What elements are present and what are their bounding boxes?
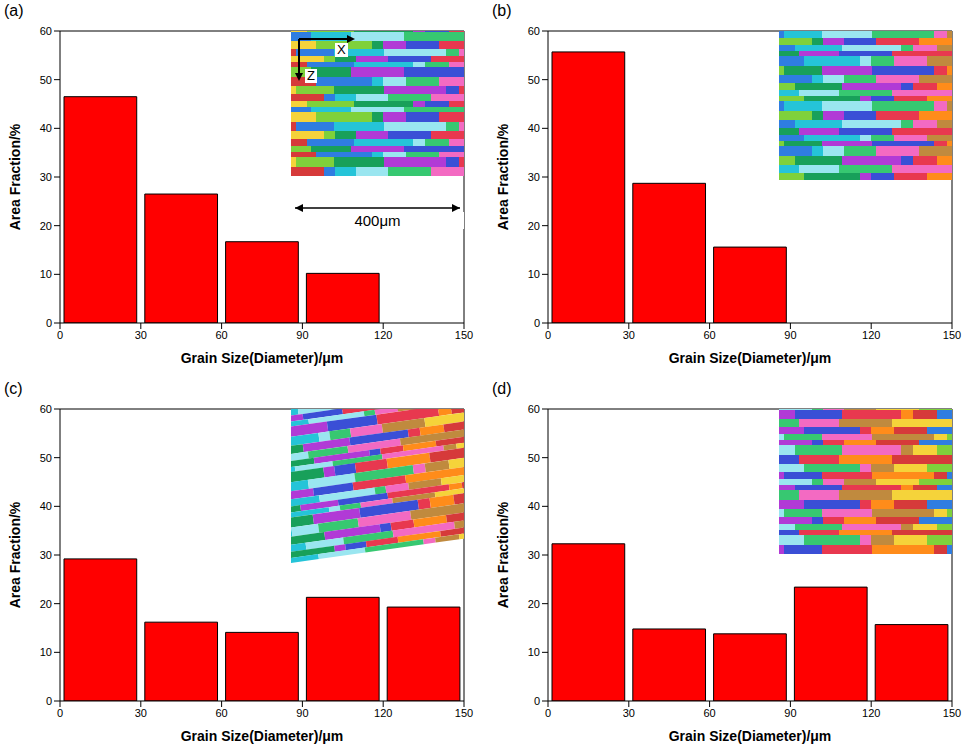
svg-text:120: 120 xyxy=(862,707,880,719)
svg-text:20: 20 xyxy=(40,220,52,232)
svg-text:120: 120 xyxy=(374,707,392,719)
svg-text:10: 10 xyxy=(40,646,52,658)
svg-text:30: 30 xyxy=(135,707,147,719)
html-text:400μm: 400μm xyxy=(354,212,401,229)
svg-text:Grain Size(Diameter)/μm: Grain Size(Diameter)/μm xyxy=(669,350,832,366)
svg-text:20: 20 xyxy=(40,598,52,610)
svg-text:40: 40 xyxy=(40,500,52,512)
svg-text:50: 50 xyxy=(528,452,540,464)
svg-text:150: 150 xyxy=(943,329,961,341)
svg-text:30: 30 xyxy=(40,549,52,561)
svg-text:40: 40 xyxy=(528,122,540,134)
svg-text:0: 0 xyxy=(46,317,52,329)
svg-text:0: 0 xyxy=(57,707,63,719)
svg-text:150: 150 xyxy=(455,329,473,341)
html-text:(a): (a) xyxy=(4,2,24,19)
svg-text:60: 60 xyxy=(215,707,227,719)
html-text:Z: Z xyxy=(307,68,315,83)
svg-text:Grain Size(Diameter)/μm: Grain Size(Diameter)/μm xyxy=(181,350,344,366)
svg-text:60: 60 xyxy=(215,329,227,341)
svg-text:0: 0 xyxy=(46,695,52,707)
html-text:(c): (c) xyxy=(4,380,23,397)
html-text:X: X xyxy=(337,42,346,57)
html-text:(b): (b) xyxy=(492,2,512,19)
svg-text:30: 30 xyxy=(528,171,540,183)
svg-text:Area Fraction/%: Area Fraction/% xyxy=(495,501,511,608)
svg-text:0: 0 xyxy=(534,317,540,329)
svg-text:60: 60 xyxy=(528,25,540,37)
svg-text:60: 60 xyxy=(703,329,715,341)
svg-text:Area Fraction/%: Area Fraction/% xyxy=(7,501,23,608)
svg-text:30: 30 xyxy=(40,171,52,183)
svg-text:10: 10 xyxy=(40,268,52,280)
svg-text:50: 50 xyxy=(40,74,52,86)
svg-text:30: 30 xyxy=(135,329,147,341)
svg-text:40: 40 xyxy=(528,500,540,512)
svg-text:Grain Size(Diameter)/μm: Grain Size(Diameter)/μm xyxy=(669,728,832,744)
svg-text:60: 60 xyxy=(40,403,52,415)
svg-text:50: 50 xyxy=(40,452,52,464)
svg-text:150: 150 xyxy=(943,707,961,719)
svg-text:40: 40 xyxy=(40,122,52,134)
svg-text:Area Fraction/%: Area Fraction/% xyxy=(495,123,511,230)
svg-text:10: 10 xyxy=(528,268,540,280)
svg-text:Grain Size(Diameter)/μm: Grain Size(Diameter)/μm xyxy=(181,728,344,744)
svg-text:90: 90 xyxy=(784,329,796,341)
svg-text:90: 90 xyxy=(296,707,308,719)
svg-text:150: 150 xyxy=(455,707,473,719)
svg-text:50: 50 xyxy=(528,74,540,86)
svg-text:10: 10 xyxy=(528,646,540,658)
svg-text:90: 90 xyxy=(784,707,796,719)
svg-text:20: 20 xyxy=(528,598,540,610)
svg-text:30: 30 xyxy=(623,707,635,719)
svg-text:120: 120 xyxy=(374,329,392,341)
svg-text:60: 60 xyxy=(528,403,540,415)
svg-text:Area Fraction/%: Area Fraction/% xyxy=(7,123,23,230)
svg-text:60: 60 xyxy=(40,25,52,37)
svg-text:0: 0 xyxy=(57,329,63,341)
svg-text:0: 0 xyxy=(545,707,551,719)
svg-text:0: 0 xyxy=(545,329,551,341)
svg-text:90: 90 xyxy=(296,329,308,341)
svg-text:120: 120 xyxy=(862,329,880,341)
svg-text:30: 30 xyxy=(623,329,635,341)
svg-text:60: 60 xyxy=(703,707,715,719)
svg-text:30: 30 xyxy=(528,549,540,561)
svg-text:0: 0 xyxy=(534,695,540,707)
html-text:(d): (d) xyxy=(492,380,512,397)
svg-text:20: 20 xyxy=(528,220,540,232)
